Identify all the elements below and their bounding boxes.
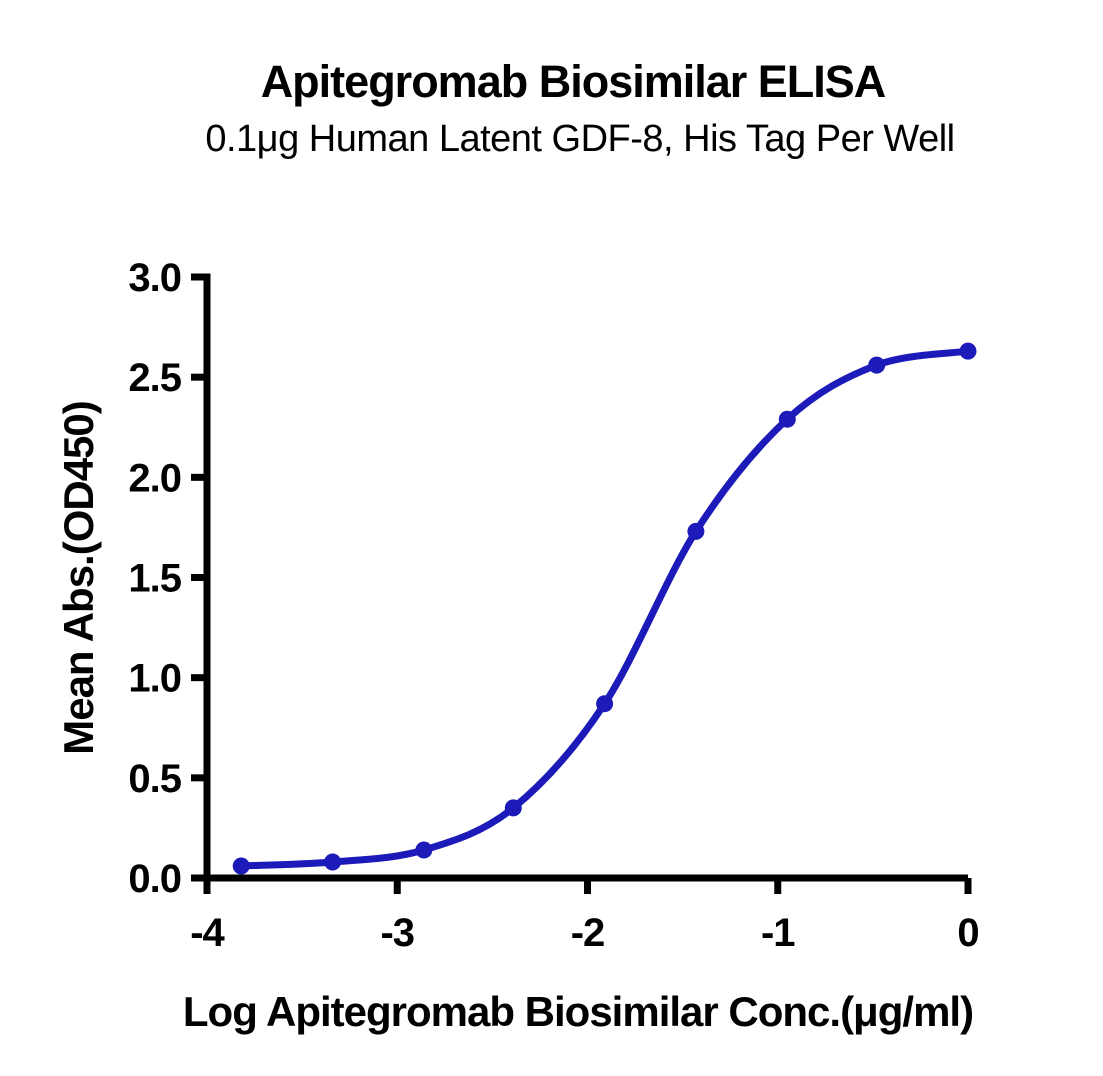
- x-tick-label: 0: [957, 911, 978, 955]
- x-tick-label: -2: [571, 911, 605, 955]
- y-tick-label: 2.5: [128, 356, 181, 400]
- y-tick-label: 0.5: [128, 757, 181, 801]
- axes: -4 -3 -2 -1 0 0.0 0.5 1.0 1.5 2.0 2.5 3.0: [128, 256, 979, 955]
- x-tick-label: -1: [761, 911, 795, 955]
- y-tick-label: 1.0: [128, 657, 181, 701]
- y-tick-label: 0.0: [128, 857, 181, 901]
- data-point-marker: [868, 356, 886, 374]
- data-point-marker: [596, 695, 614, 713]
- data-series: [232, 342, 977, 875]
- data-point-marker: [687, 522, 705, 540]
- dose-response-curve: [237, 347, 972, 870]
- x-tick-label: -4: [190, 911, 225, 955]
- data-point-marker: [504, 799, 522, 817]
- y-tick-label: 1.5: [128, 557, 181, 601]
- data-point-marker: [778, 410, 796, 428]
- data-point-marker: [959, 342, 977, 360]
- chart-subtitle: 0.1μg Human Latent GDF-8, His Tag Per We…: [205, 118, 954, 160]
- x-axis-title: Log Apitegromab Biosimilar Conc.(μg/ml): [183, 988, 973, 1035]
- y-tick-label: 2.0: [128, 456, 181, 500]
- data-point-marker: [415, 841, 433, 859]
- data-point-marker: [232, 857, 250, 875]
- chart-title: Apitegromab Biosimilar ELISA: [261, 56, 886, 107]
- y-axis-title: Mean Abs.(OD450): [55, 401, 102, 755]
- data-point-marker: [324, 853, 342, 871]
- axis-spines: [203, 273, 968, 882]
- x-tick-label: -3: [380, 911, 414, 955]
- y-tick-label: 3.0: [128, 256, 181, 300]
